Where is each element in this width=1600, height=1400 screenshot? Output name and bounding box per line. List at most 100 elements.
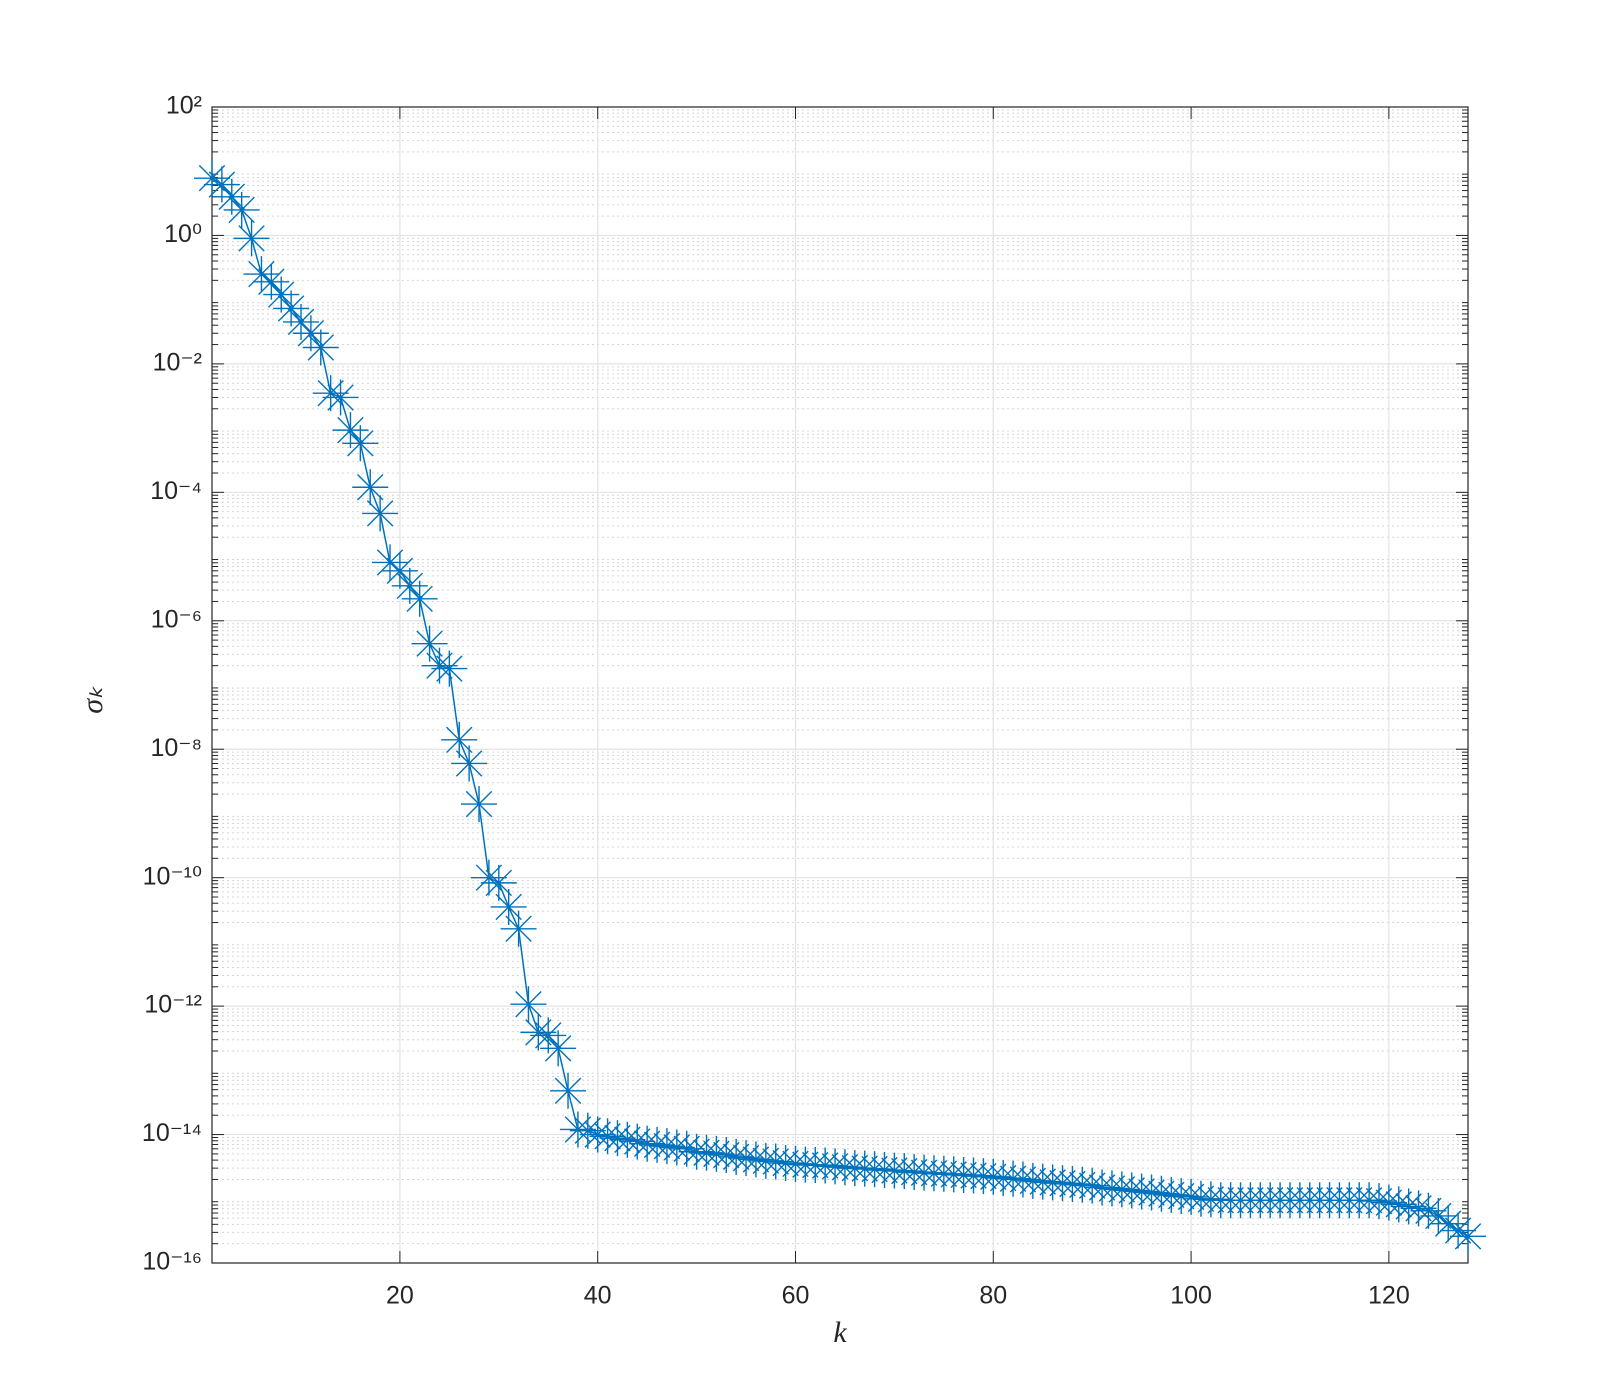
data-point (1004, 1161, 1041, 1198)
x-tick-label: 120 (1368, 1282, 1410, 1310)
data-point (490, 888, 527, 925)
data-point (817, 1148, 854, 1185)
data-point (609, 1121, 646, 1158)
data-point (1103, 1171, 1140, 1208)
data-point (342, 425, 379, 462)
x-tick-label: 100 (1170, 1282, 1212, 1310)
data-point (1410, 1192, 1447, 1229)
data-point (421, 647, 458, 684)
data-point (1173, 1178, 1210, 1215)
data-point (302, 329, 339, 366)
data-point (658, 1129, 695, 1166)
data-point (975, 1158, 1012, 1195)
data-point (688, 1134, 725, 1171)
data-point (322, 379, 359, 416)
data-point (826, 1149, 863, 1186)
data-point (1163, 1178, 1200, 1215)
data-point (1084, 1169, 1121, 1206)
data-point (540, 1030, 577, 1067)
data-point (1014, 1162, 1051, 1199)
y-tick-label: 10⁻⁴ (150, 477, 202, 505)
y-tick-label: 10² (166, 92, 202, 120)
data-point (1054, 1165, 1091, 1202)
data-point (1074, 1167, 1111, 1204)
data-point (243, 256, 280, 293)
data-point (461, 786, 498, 823)
data-point (1370, 1184, 1407, 1221)
data-point (500, 910, 537, 947)
data-point (213, 178, 250, 215)
data-point (1044, 1165, 1081, 1202)
data-point (233, 220, 270, 257)
data-point (510, 986, 547, 1023)
y-tick-label: 10⁻⁸ (150, 734, 202, 762)
data-point (411, 625, 448, 662)
data-point (767, 1145, 804, 1182)
data-point (381, 552, 418, 589)
plot-area (212, 107, 1468, 1263)
data-point (629, 1125, 666, 1162)
y-tick-label: 10⁻⁶ (151, 605, 202, 633)
data-point (777, 1145, 814, 1182)
data-point (668, 1130, 705, 1167)
data-point (1450, 1218, 1486, 1255)
data-point (886, 1153, 923, 1190)
data-point (332, 412, 369, 449)
data-point (550, 1072, 587, 1109)
data-point (263, 276, 300, 313)
data-point (372, 544, 409, 581)
y-tick-label: 10⁻¹⁴ (142, 1119, 202, 1147)
data-point (352, 469, 389, 506)
data-point (470, 859, 507, 896)
data-point (441, 721, 478, 758)
data-point (1390, 1188, 1427, 1225)
data-point (1440, 1212, 1477, 1249)
data-point (1380, 1186, 1417, 1223)
data-point (1430, 1205, 1467, 1242)
x-tick-label: 20 (386, 1282, 414, 1310)
data-point (480, 864, 517, 901)
data-point (856, 1151, 893, 1188)
data-point (1360, 1183, 1397, 1220)
data-point (1420, 1197, 1457, 1234)
data-point (292, 315, 329, 352)
data-point (223, 191, 260, 228)
data-point (737, 1141, 774, 1178)
data-point (451, 745, 488, 782)
data-point (569, 1112, 606, 1149)
data-point (1400, 1190, 1437, 1227)
data-point (579, 1116, 616, 1153)
x-tick-label: 60 (782, 1282, 810, 1310)
x-axis-label: k (833, 1316, 847, 1349)
y-tick-label: 10⁻¹² (144, 991, 202, 1019)
data-point (283, 303, 320, 340)
axes-box (211, 106, 1469, 1264)
data-point (718, 1138, 755, 1175)
y-tick-label: 10⁰ (164, 220, 202, 248)
data-point (559, 1111, 596, 1148)
data-point (757, 1143, 794, 1180)
x-tick-label: 80 (979, 1282, 1007, 1310)
data-point (1143, 1175, 1180, 1212)
data-point (1113, 1172, 1150, 1209)
data-point (1064, 1166, 1101, 1203)
data-point (194, 160, 230, 197)
y-tick-label: 10⁻¹⁰ (143, 862, 202, 890)
x-tick-label: 40 (584, 1282, 612, 1310)
data-point (807, 1147, 844, 1184)
data-point (312, 375, 349, 412)
data-point (1123, 1173, 1160, 1210)
data-point (708, 1137, 745, 1174)
data-point (1024, 1163, 1061, 1200)
data-point (1034, 1164, 1071, 1201)
data-point (1153, 1176, 1190, 1213)
data-point (401, 580, 438, 617)
data-point (362, 495, 399, 532)
data-point (203, 166, 240, 203)
y-tick-label: 10⁻¹⁶ (142, 1248, 202, 1276)
data-point (1192, 1181, 1229, 1218)
data-point (639, 1126, 676, 1163)
data-point (391, 567, 428, 604)
data-point (1351, 1182, 1388, 1219)
